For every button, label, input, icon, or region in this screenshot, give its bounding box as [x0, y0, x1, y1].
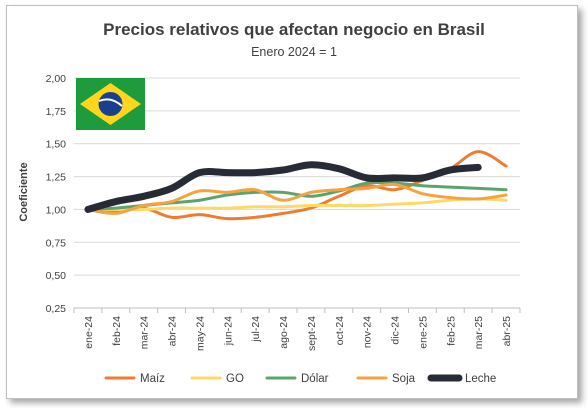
- legend-label: Dólar: [301, 373, 329, 385]
- x-tick-label: ene-24: [83, 316, 95, 349]
- x-tick-label: abr-25: [501, 316, 513, 347]
- x-tick-label: sept-24: [306, 316, 318, 351]
- x-tick-label: nov-24: [362, 316, 374, 348]
- brazil-flag-icon: [76, 78, 145, 130]
- x-tick-label: dic-24: [390, 316, 402, 345]
- flag-band: [98, 98, 123, 107]
- x-tick-label: feb-25: [445, 316, 457, 346]
- x-tick-label: feb-24: [111, 316, 123, 346]
- legend: Maíz GO Dólar Soja Leche: [104, 373, 496, 385]
- chart-title: Precios relativos que afectan negocio en…: [103, 20, 485, 39]
- x-tick-label: may-24: [194, 316, 206, 351]
- legend-label: Maíz: [140, 373, 165, 385]
- legend-label: Leche: [465, 373, 496, 385]
- series-line-go: [86, 197, 508, 212]
- legend-label: GO: [226, 373, 244, 385]
- x-tick-label: ene-25: [417, 316, 429, 349]
- chart-subtitle: Enero 2024 = 1: [251, 45, 337, 59]
- y-tick-label: 1,25: [46, 172, 67, 184]
- y-tick-label: 0,75: [46, 237, 67, 249]
- x-tick-label: abr-24: [167, 316, 179, 347]
- x-tick-label: mar-25: [473, 316, 485, 349]
- series-line-soja: [86, 182, 508, 215]
- x-tick-label: mar-24: [139, 316, 151, 349]
- y-tick-label: 0,25: [46, 303, 67, 315]
- series-lines: [84, 150, 508, 221]
- gridlines: [74, 77, 520, 309]
- y-axis-ticks: 0,25 0,50 0,75 1,00 1,25 1,50 1,75 2,00: [46, 73, 67, 315]
- y-tick-label: 0,50: [46, 270, 67, 282]
- series-line-leche: [84, 161, 482, 213]
- y-axis-label: Coeficiente: [18, 162, 30, 221]
- flag-globe: [98, 92, 123, 116]
- x-axis-ticks: ene-24 feb-24 mar-24 abr-24 may-24 jun-24 jul-…: [73, 308, 521, 351]
- y-tick-label: 1,75: [46, 106, 67, 118]
- y-tick-label: 1,50: [46, 139, 67, 151]
- x-tick-label: oct-24: [334, 316, 346, 345]
- y-tick-label: 2,00: [46, 73, 67, 85]
- y-tick-label: 1,00: [46, 204, 67, 216]
- x-tick-label: ago-24: [278, 316, 290, 349]
- x-tick-label: jul-24: [250, 316, 262, 343]
- legend-label: Soja: [392, 373, 416, 385]
- x-tick-label: jun-24: [222, 316, 234, 346]
